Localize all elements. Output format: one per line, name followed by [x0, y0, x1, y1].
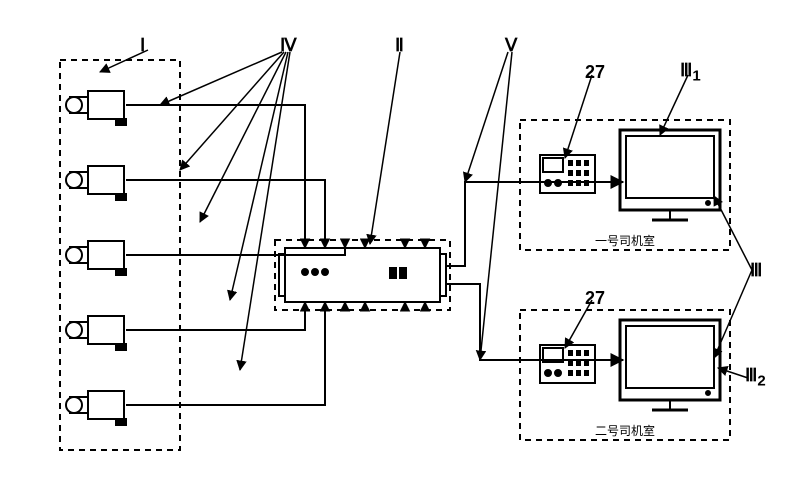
room1-caption: 一号司机室	[595, 232, 655, 249]
label-27-a: 27	[585, 62, 605, 83]
label-III2: Ⅲ2	[745, 365, 766, 390]
label-IV: Ⅳ	[280, 35, 297, 56]
label-III: Ⅲ	[750, 260, 762, 281]
label-III1: Ⅲ1	[680, 60, 701, 85]
room2-caption: 二号司机室	[595, 422, 655, 439]
label-V: Ⅴ	[505, 35, 517, 56]
label-I: Ⅰ	[140, 35, 145, 56]
label-II: Ⅱ	[395, 35, 404, 56]
label-27-b: 27	[585, 288, 605, 309]
